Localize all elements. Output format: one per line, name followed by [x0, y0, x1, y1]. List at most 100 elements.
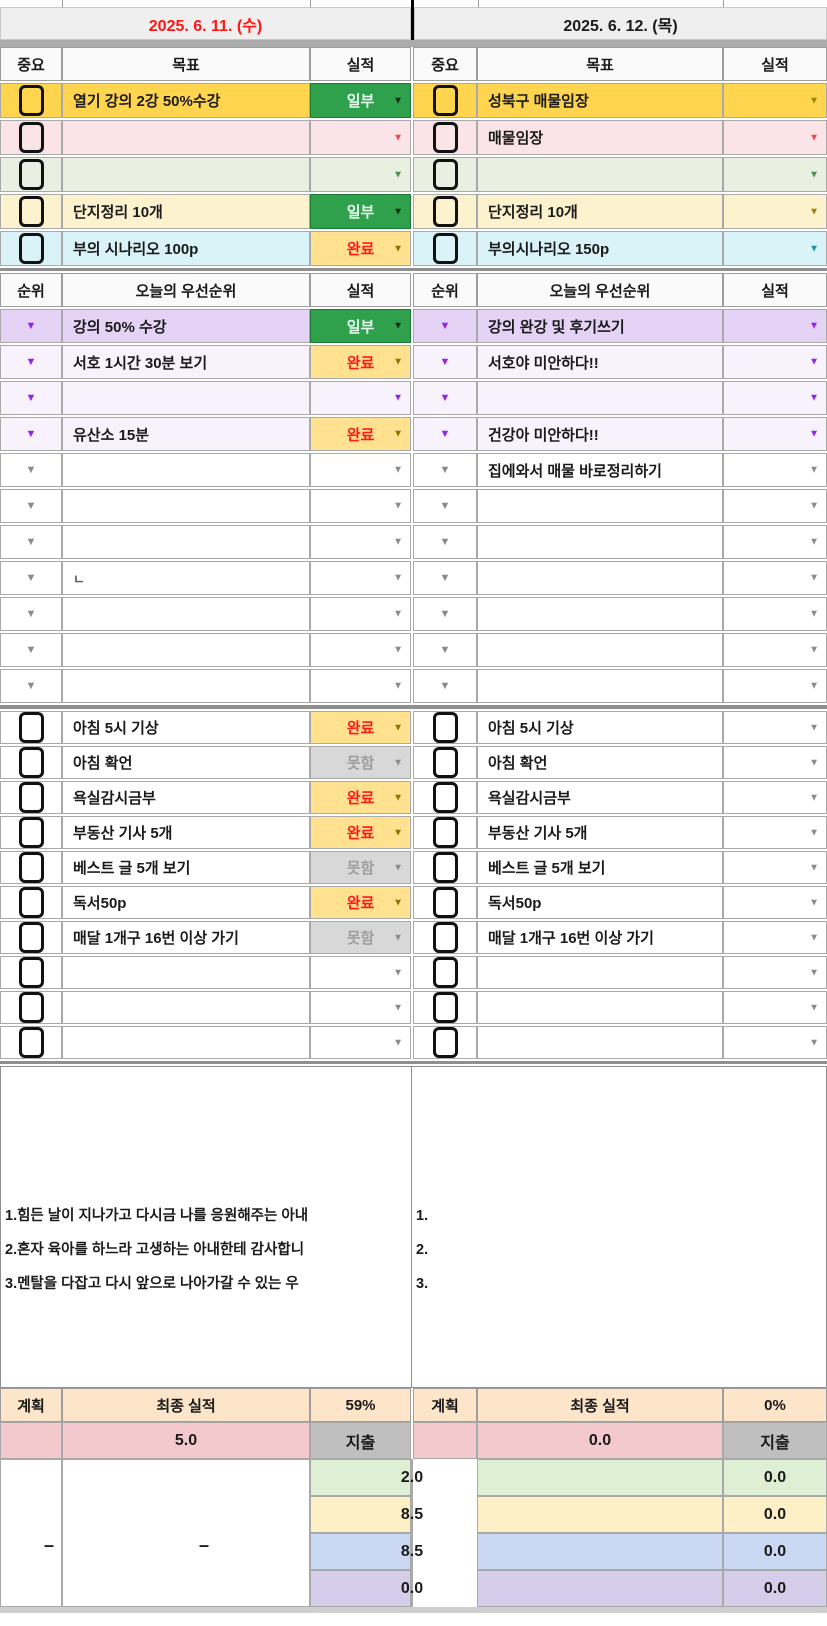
plan-color-cell[interactable]	[477, 1533, 723, 1570]
status-dropdown[interactable]: 못함 ▼	[310, 746, 411, 779]
priority-text-cell[interactable]	[477, 381, 723, 415]
status-dropdown[interactable]: ▼	[723, 194, 827, 229]
status-dropdown[interactable]: ▼	[723, 851, 827, 884]
plan-color-cell[interactable]	[413, 1422, 477, 1459]
priority-text-cell[interactable]	[62, 669, 310, 703]
status-dropdown[interactable]: ▼	[310, 489, 411, 523]
summary-value-cell[interactable]: 0.0	[723, 1459, 827, 1496]
status-dropdown[interactable]: ▼	[723, 816, 827, 849]
routine-checkbox-cell[interactable]	[0, 956, 62, 989]
rank-dropdown[interactable]: ▼	[0, 309, 62, 343]
routine-checkbox-cell[interactable]	[0, 851, 62, 884]
status-dropdown[interactable]: ▼	[723, 633, 827, 667]
rank-dropdown[interactable]: ▼	[413, 633, 477, 667]
rank-dropdown[interactable]: ▼	[0, 669, 62, 703]
routine-checkbox-cell[interactable]	[413, 711, 477, 744]
importance-checkbox-cell[interactable]	[0, 83, 62, 118]
summary-value-cell[interactable]: 8.5	[401, 1533, 423, 1570]
rank-dropdown[interactable]: ▼	[0, 633, 62, 667]
status-dropdown[interactable]: ▼	[310, 120, 411, 155]
plan-color-cell[interactable]	[310, 1496, 411, 1533]
rank-dropdown[interactable]: ▼	[413, 309, 477, 343]
status-dropdown[interactable]: ▼	[723, 120, 827, 155]
routine-checkbox-cell[interactable]	[413, 921, 477, 954]
priority-text-cell[interactable]	[477, 597, 723, 631]
priority-text-cell[interactable]	[477, 525, 723, 559]
priority-text-cell[interactable]	[62, 633, 310, 667]
status-dropdown[interactable]: 완료 ▼	[310, 886, 411, 919]
summary-value-cell[interactable]: 0.0	[477, 1422, 723, 1459]
status-dropdown[interactable]: ▼	[723, 561, 827, 595]
summary-value-cell[interactable]: 5.0	[62, 1422, 310, 1459]
plan-color-cell[interactable]	[310, 1459, 411, 1496]
summary-value-cell[interactable]: 2.0	[401, 1459, 423, 1496]
routine-text-cell[interactable]: 독서50p	[62, 886, 310, 919]
routine-text-cell[interactable]	[477, 956, 723, 989]
priority-text-cell[interactable]: 서호 1시간 30분 보기	[62, 345, 310, 379]
status-dropdown[interactable]: ▼	[310, 669, 411, 703]
status-dropdown[interactable]: ▼	[310, 1026, 411, 1059]
rank-dropdown[interactable]: ▼	[413, 561, 477, 595]
status-dropdown[interactable]: ▼	[723, 669, 827, 703]
status-dropdown[interactable]: ▼	[723, 83, 827, 118]
routine-checkbox-cell[interactable]	[413, 851, 477, 884]
routine-text-cell[interactable]: 아침 확언	[62, 746, 310, 779]
routine-checkbox-cell[interactable]	[0, 886, 62, 919]
rank-dropdown[interactable]: ▼	[0, 453, 62, 487]
rank-dropdown[interactable]: ▼	[0, 525, 62, 559]
routine-text-cell[interactable]: 욕실감시금부	[477, 781, 723, 814]
importance-checkbox-cell[interactable]	[0, 157, 62, 192]
priority-text-cell[interactable]: 서호야 미안하다!!	[477, 345, 723, 379]
status-dropdown[interactable]: ▼	[723, 597, 827, 631]
status-dropdown[interactable]: ▼	[723, 309, 827, 343]
routine-text-cell[interactable]: 매달 1개구 16번 이상 가기	[477, 921, 723, 954]
importance-checkbox-cell[interactable]	[413, 83, 477, 118]
rank-dropdown[interactable]: ▼	[413, 489, 477, 523]
notes-cell-left[interactable]: 1.힘든 날이 지나가고 다시금 나를 응원해주는 아내 2.혼자 육아를 하느…	[0, 1066, 412, 1388]
status-dropdown[interactable]: ▼	[723, 711, 827, 744]
importance-checkbox-cell[interactable]	[0, 231, 62, 266]
status-dropdown[interactable]: ▼	[723, 417, 827, 451]
goal-text-cell[interactable]: 부의 시나리오 100p	[62, 231, 310, 266]
routine-checkbox-cell[interactable]	[0, 816, 62, 849]
rank-dropdown[interactable]: ▼	[0, 345, 62, 379]
importance-checkbox-cell[interactable]	[413, 157, 477, 192]
routine-checkbox-cell[interactable]	[0, 746, 62, 779]
priority-text-cell[interactable]	[62, 381, 310, 415]
priority-text-cell[interactable]	[477, 561, 723, 595]
status-dropdown[interactable]: 일부 ▼	[310, 194, 411, 229]
routine-checkbox-cell[interactable]	[413, 816, 477, 849]
summary-value-cell[interactable]: 0.0	[723, 1570, 827, 1607]
rank-dropdown[interactable]: ▼	[413, 669, 477, 703]
status-dropdown[interactable]: ▼	[310, 381, 411, 415]
priority-text-cell[interactable]	[62, 489, 310, 523]
status-dropdown[interactable]: ▼	[723, 921, 827, 954]
plan-color-cell[interactable]	[477, 1459, 723, 1496]
rank-dropdown[interactable]: ▼	[0, 489, 62, 523]
summary-value-cell[interactable]: 0.0	[401, 1570, 423, 1607]
status-dropdown[interactable]: ▼	[723, 525, 827, 559]
status-dropdown[interactable]: ▼	[310, 956, 411, 989]
priority-text-cell[interactable]	[477, 633, 723, 667]
plan-color-cell[interactable]	[477, 1496, 723, 1533]
priority-text-cell[interactable]	[62, 597, 310, 631]
routine-text-cell[interactable]: 매달 1개구 16번 이상 가기	[62, 921, 310, 954]
importance-checkbox-cell[interactable]	[0, 120, 62, 155]
goal-text-cell[interactable]: 단지정리 10개	[477, 194, 723, 229]
status-dropdown[interactable]: ▼	[723, 886, 827, 919]
status-dropdown[interactable]: ▼	[723, 746, 827, 779]
plan-color-cell[interactable]	[310, 1533, 411, 1570]
routine-text-cell[interactable]	[62, 991, 310, 1024]
routine-checkbox-cell[interactable]	[0, 711, 62, 744]
priority-text-cell[interactable]	[477, 489, 723, 523]
plan-color-cell[interactable]	[477, 1570, 723, 1607]
routine-checkbox-cell[interactable]	[413, 956, 477, 989]
status-dropdown[interactable]: 완료 ▼	[310, 711, 411, 744]
status-dropdown[interactable]: ▼	[723, 956, 827, 989]
status-dropdown[interactable]: ▼	[723, 345, 827, 379]
routine-checkbox-cell[interactable]	[413, 886, 477, 919]
goal-text-cell[interactable]	[62, 120, 310, 155]
status-dropdown[interactable]: ▼	[723, 991, 827, 1024]
routine-text-cell[interactable]: 아침 5시 기상	[62, 711, 310, 744]
routine-checkbox-cell[interactable]	[413, 991, 477, 1024]
